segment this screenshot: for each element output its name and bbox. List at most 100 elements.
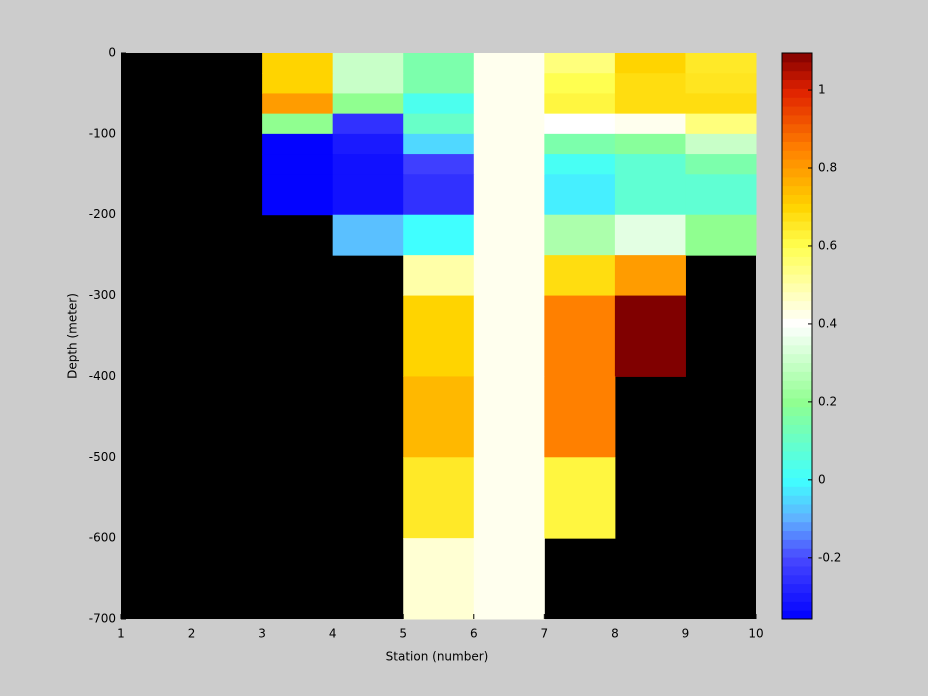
heatmap-cell [544, 154, 616, 175]
y-tick-label: -500 [89, 450, 116, 464]
colorbar-segment [782, 565, 812, 576]
heatmap-cell [473, 538, 545, 620]
colorbar-segment [782, 548, 812, 558]
heatmap-cell [403, 538, 475, 620]
colorbar-segment [782, 221, 812, 231]
heatmap-cell [473, 457, 545, 539]
colorbar-segment [782, 592, 812, 602]
heatmap-cell [473, 174, 545, 216]
colorbar-frame [781, 52, 813, 620]
colorbar-segment [782, 327, 812, 337]
heatmap-cell [332, 154, 404, 175]
y-tick-label: -200 [89, 207, 116, 221]
colorbar-segment [782, 344, 812, 355]
heatmap-cell [262, 93, 334, 115]
colorbar-segment [782, 203, 812, 213]
heatmap-cell [614, 93, 686, 115]
heatmap-cell [685, 133, 757, 155]
colorbar-segment [782, 150, 812, 160]
colorbar-segment [782, 53, 812, 63]
heatmap-cell [403, 154, 475, 175]
heatmap-cell [544, 255, 616, 297]
heatmap-cell [262, 73, 334, 94]
colorbar-tick-label: 0.8 [818, 160, 837, 174]
colorbar-segment [782, 291, 812, 302]
x-tick-label: 7 [541, 627, 549, 641]
colorbar-segment [782, 238, 812, 249]
colorbar-segment [782, 574, 812, 585]
heatmap-cell [544, 133, 616, 155]
heatmap-cell [403, 133, 475, 155]
colorbar-segment [782, 521, 812, 532]
heatmap-cell [403, 113, 475, 135]
colorbar-segment [782, 380, 812, 390]
heatmap-cell [403, 174, 475, 216]
colorbar-segment [782, 88, 812, 98]
y-axis-label: Depth (meter) [66, 293, 80, 379]
heatmap-cell [332, 93, 404, 115]
colorbar-segment [782, 194, 812, 204]
colorbar-segment [782, 504, 812, 514]
colorbar-segment [782, 123, 812, 134]
heatmap-cell [473, 113, 545, 135]
colorbar-segment [782, 512, 812, 523]
colorbar-tick-label: 0.6 [818, 238, 837, 252]
heatmap-cell [614, 174, 686, 216]
heatmap-cell [262, 154, 334, 175]
heatmap-cell [473, 255, 545, 297]
colorbar-segment [782, 415, 812, 425]
y-tick-label: -400 [89, 369, 116, 383]
colorbar-tick-label: 0.2 [818, 394, 837, 408]
colorbar-segment [782, 530, 812, 540]
heatmap-cell [614, 113, 686, 135]
colorbar-segment [782, 97, 812, 107]
heatmap-cell [403, 73, 475, 94]
heatmap-cell [403, 214, 475, 256]
heatmap-cell [403, 255, 475, 297]
colorbar-segment [782, 442, 812, 452]
colorbar-segment [782, 371, 812, 381]
heatmap-cell [473, 53, 545, 74]
heatmap-cell [685, 113, 757, 135]
colorbar-segment [782, 70, 812, 81]
x-tick-label: 8 [611, 627, 619, 641]
colorbar-segment [782, 557, 812, 567]
x-axis-label: Station (number) [386, 650, 489, 664]
heatmap-cell [544, 295, 616, 377]
colorbar-tick-label: 1 [818, 83, 826, 97]
heatmap-cell [262, 174, 334, 216]
y-tick-label: -100 [89, 126, 116, 140]
colorbar-segment [782, 212, 812, 222]
y-tick-label: -300 [89, 288, 116, 302]
heatmap-cell [544, 73, 616, 94]
colorbar-segment [782, 141, 812, 151]
colorbar-segment [782, 397, 812, 408]
x-tick-label: 10 [748, 627, 763, 641]
heatmap-cell [685, 93, 757, 115]
colorbar-segment [782, 106, 812, 116]
heatmap-cell [403, 457, 475, 539]
heatmap-cell [403, 376, 475, 458]
colorbar-segment [782, 477, 812, 487]
heatmap-cell [614, 214, 686, 256]
colorbar-segment [782, 61, 812, 72]
colorbar-segment [782, 274, 812, 284]
heatmap-cell [614, 295, 686, 377]
heatmap-cell [544, 93, 616, 115]
y-tick-label: 0 [108, 46, 116, 60]
colorbar-segment [782, 265, 812, 275]
colorbar-segment [782, 132, 812, 142]
heatmap-cell [685, 53, 757, 74]
heatmap-cell [473, 133, 545, 155]
colorbar-segment [782, 362, 812, 372]
colorbar-segment [782, 309, 812, 319]
heatmap-cell [332, 53, 404, 74]
heatmap-cell [685, 174, 757, 216]
colorbar-segment [782, 229, 812, 240]
colorbar-segment [782, 159, 812, 169]
heatmap-cell [262, 53, 334, 74]
x-tick-label: 4 [329, 627, 337, 641]
x-tick-label: 1 [117, 627, 125, 641]
heatmap-cell [473, 214, 545, 256]
x-tick-label: 2 [188, 627, 196, 641]
